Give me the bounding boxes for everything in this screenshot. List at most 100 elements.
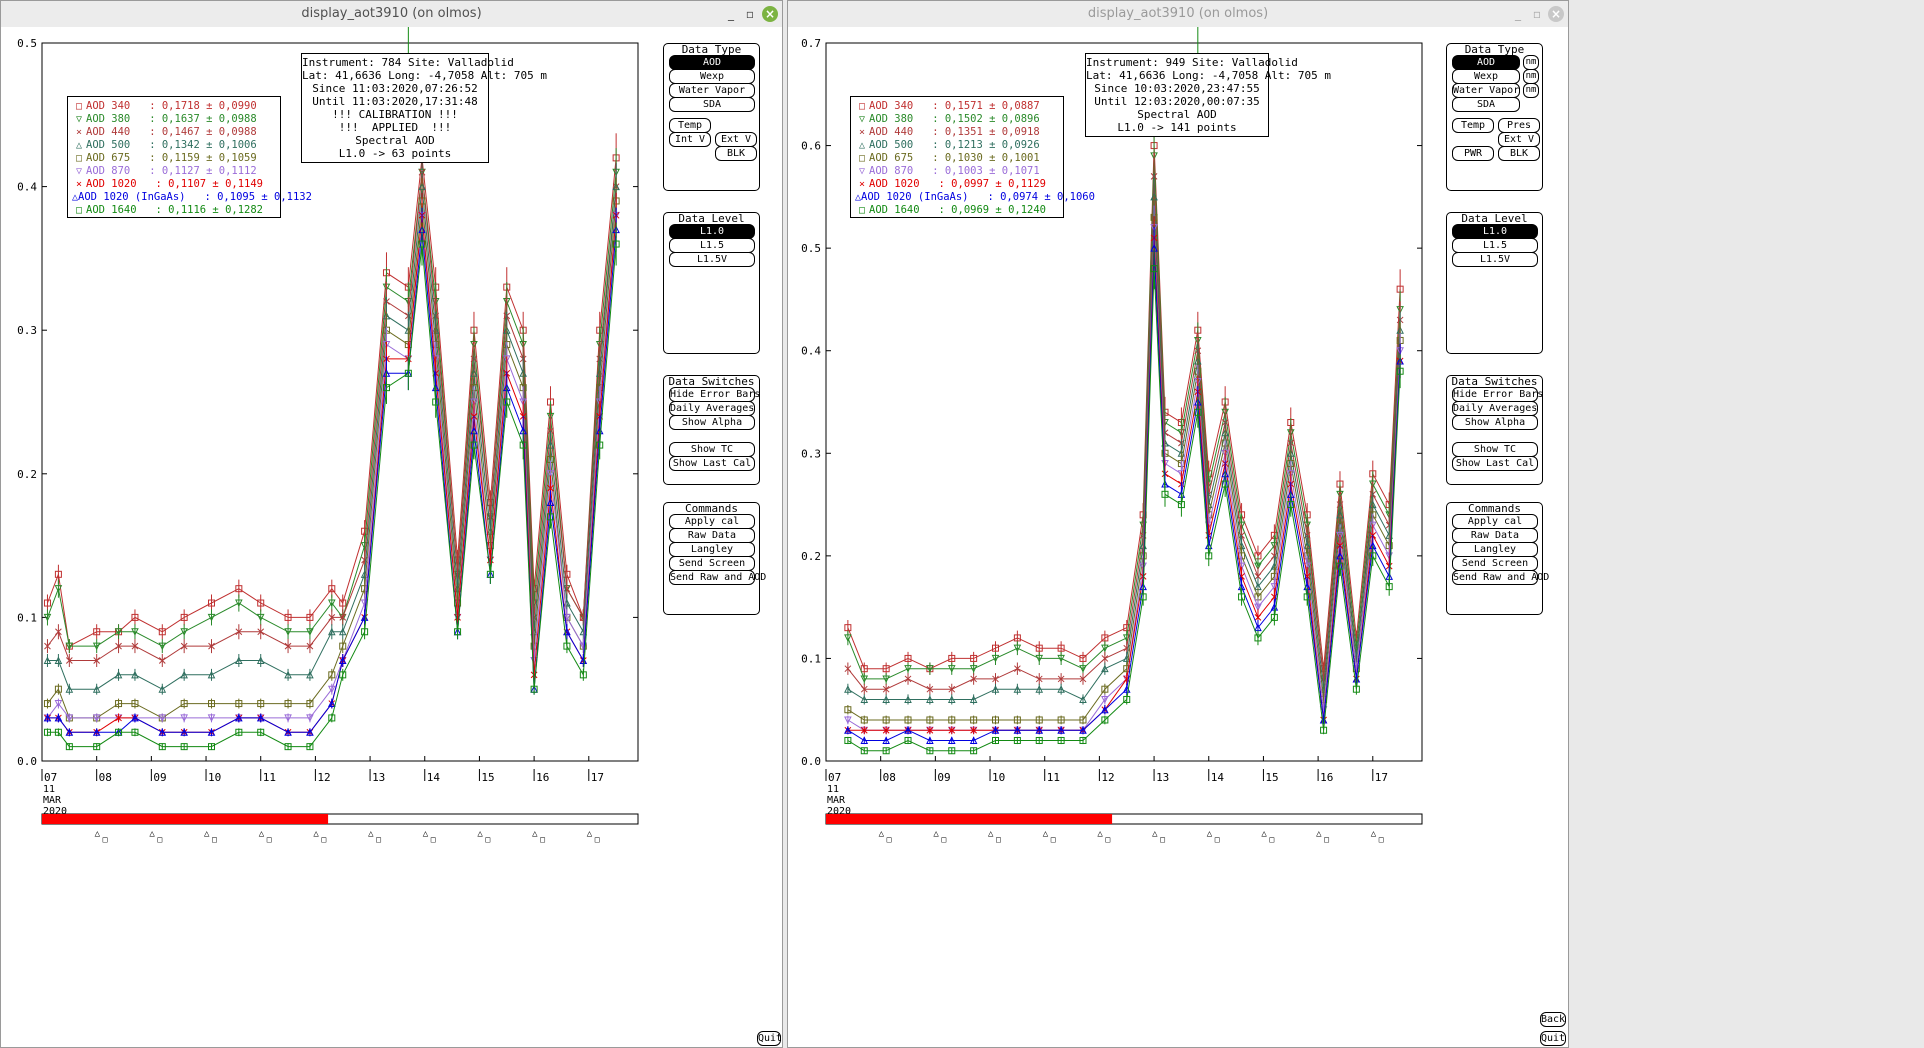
ext-v-button[interactable]: Ext V	[1498, 132, 1540, 147]
send-raw-and-aod-button[interactable]: Send Raw and AOD	[669, 570, 767, 585]
water-vapor-button[interactable]: Water Vapor	[1452, 83, 1520, 98]
triangle-marker	[1013, 726, 1022, 734]
show-alpha-button[interactable]: Show Alpha	[669, 415, 755, 430]
quit-button[interactable]: Quit	[757, 1031, 783, 1046]
inverted-triangle-marker	[92, 642, 101, 651]
nm-button[interactable]: nm	[1523, 69, 1539, 84]
send-screen-button[interactable]: Send Screen	[1452, 556, 1538, 571]
square-marker	[1194, 408, 1202, 416]
title-bar[interactable]: display_aot3910 (on olmos) _ ▫ ×	[788, 1, 1568, 28]
nm-button[interactable]: nm	[1523, 83, 1539, 98]
apply-cal-button[interactable]: Apply cal	[1452, 514, 1538, 529]
legend-label: AOD 500 : 0,1342 ± 0,1006	[86, 139, 257, 151]
x-marker-stroke	[361, 556, 368, 564]
square-marker	[43, 599, 51, 607]
square-marker	[328, 585, 336, 593]
raw-data-button[interactable]: Raw Data	[1452, 528, 1538, 543]
show-last-cal-button[interactable]: Show Last Cal	[1452, 456, 1538, 471]
minimize-icon[interactable]: _	[1515, 7, 1521, 21]
quit-button[interactable]: Quit	[1540, 1031, 1566, 1046]
pwr-button[interactable]: PWR	[1452, 146, 1494, 161]
close-icon[interactable]: ×	[1548, 6, 1564, 22]
minimize-icon[interactable]: _	[728, 7, 734, 21]
square-marker	[1385, 583, 1393, 591]
title-bar[interactable]: display_aot3910 (on olmos) _ ▫ ×	[1, 1, 782, 28]
send-screen-button[interactable]: Send Screen	[669, 556, 755, 571]
square-marker	[158, 743, 166, 751]
blk-button[interactable]: BLK	[1498, 146, 1540, 161]
aod-button[interactable]: AOD	[1452, 55, 1520, 70]
legend-marker-icon: □	[75, 153, 83, 164]
raw-data-button[interactable]: Raw Data	[669, 528, 755, 543]
x-tick-label: 07	[44, 771, 57, 784]
square-marker	[1139, 593, 1147, 601]
back-button[interactable]: Back	[1540, 1012, 1566, 1027]
info-line: Lat: 41,6636 Long: -4,7058 Alt: 705 m	[1086, 69, 1332, 82]
legend-marker-icon: □	[858, 153, 866, 164]
show-last-cal-button[interactable]: Show Last Cal	[669, 456, 755, 471]
info-line: Until 11:03:2020,17:31:48	[312, 95, 478, 108]
water-vapor-button[interactable]: Water Vapor	[669, 83, 755, 98]
square-marker	[948, 654, 956, 662]
send-raw-and-aod-button[interactable]: Send Raw and AOD	[1452, 570, 1550, 585]
daily-averages-button[interactable]: Daily Averages	[1452, 401, 1538, 416]
series-line	[847, 227, 1401, 731]
square-marker	[1079, 716, 1087, 724]
apply-cal-button[interactable]: Apply cal	[669, 514, 755, 529]
temp-button[interactable]: Temp	[669, 118, 711, 133]
close-icon[interactable]: ×	[762, 6, 778, 22]
series-line	[847, 217, 1401, 721]
l1-5v-button[interactable]: L1.5V	[1452, 252, 1538, 267]
triangle-marker	[43, 656, 52, 664]
aod-button[interactable]: AOD	[669, 55, 755, 70]
show-tc-button[interactable]: Show TC	[669, 442, 755, 457]
int-v-button[interactable]: Int V	[669, 132, 711, 147]
legend-entry: ▽ AOD 870 : 0,1003 ± 0,1071	[855, 165, 1059, 178]
l1-0-button[interactable]: L1.0	[669, 224, 755, 239]
triangle-marker	[158, 728, 167, 736]
inverted-triangle-marker	[207, 714, 216, 723]
nm-button[interactable]: nm	[1523, 55, 1539, 70]
ext-v-button[interactable]: Ext V	[715, 132, 757, 147]
l1-5-button[interactable]: L1.5	[1452, 238, 1538, 253]
square-marker	[284, 700, 292, 708]
x-marker-stroke	[115, 642, 122, 650]
maximize-icon[interactable]: ▫	[1532, 7, 1542, 21]
daily-averages-button[interactable]: Daily Averages	[669, 401, 755, 416]
wexp-button[interactable]: Wexp	[669, 69, 755, 84]
legend-entry: □ AOD 340 : 0,1571 ± 0,0887	[855, 100, 1059, 113]
show-tc-button[interactable]: Show TC	[1452, 442, 1538, 457]
triangle-marker	[207, 670, 216, 679]
square-marker	[596, 441, 604, 449]
hide-error-bars-button[interactable]: Hide Error Bars	[1452, 387, 1544, 402]
timeline-triangle-marker: △	[204, 829, 210, 839]
square-marker	[860, 716, 868, 724]
wexp-button[interactable]: Wexp	[1452, 69, 1520, 84]
y-tick-label: 0.2	[17, 468, 37, 481]
date-label: 2020	[827, 806, 851, 817]
langley-button[interactable]: Langley	[1452, 542, 1538, 557]
x-marker-stroke	[235, 628, 243, 636]
temp-button[interactable]: Temp	[1452, 118, 1494, 133]
hide-error-bars-button[interactable]: Hide Error Bars	[669, 387, 761, 402]
sda-button[interactable]: SDA	[1452, 97, 1520, 112]
legend-label: AOD 1020 (InGaAs) : 0,1095 ± 0,1132	[78, 191, 312, 203]
l1-5v-button[interactable]: L1.5V	[669, 252, 755, 267]
data-level-panel: Data Level L1.0 L1.5 L1.5V	[663, 212, 760, 354]
inverted-triangle-marker	[65, 642, 74, 651]
data-type-panel: Data Type AOD Wexp Water Vapor nm nm nm …	[1446, 43, 1543, 191]
triangle-marker	[180, 670, 188, 679]
blk-button[interactable]: BLK	[715, 146, 757, 161]
square-marker	[257, 728, 265, 736]
show-alpha-button[interactable]: Show Alpha	[1452, 415, 1538, 430]
y-tick-label: 0.6	[801, 140, 821, 153]
x-marker-stroke	[1035, 675, 1043, 683]
square-marker	[992, 716, 1000, 724]
l1-5-button[interactable]: L1.5	[669, 238, 755, 253]
aod-chart: 0.0 0.1 0.2 0.3 0.4 0.5 07 08 09 10 11 12 13 14 15 16 17…	[17, 27, 639, 844]
maximize-icon[interactable]: ▫	[745, 7, 755, 21]
langley-button[interactable]: Langley	[669, 542, 755, 557]
l1-0-button[interactable]: L1.0	[1452, 224, 1538, 239]
pres-button[interactable]: Pres	[1498, 118, 1540, 133]
sda-button[interactable]: SDA	[669, 97, 755, 112]
